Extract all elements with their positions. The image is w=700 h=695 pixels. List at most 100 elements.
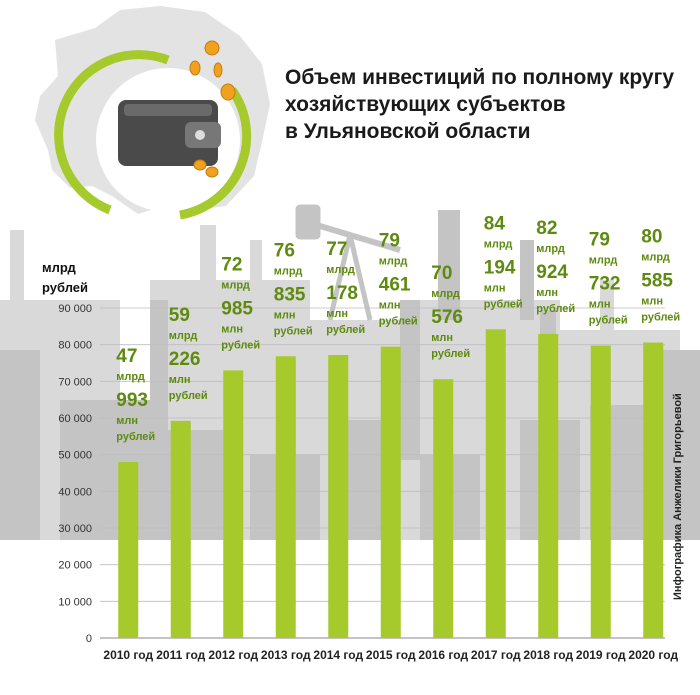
- data-label-millions: 985: [221, 298, 253, 319]
- data-label-billions: 84: [484, 213, 506, 234]
- bar: [223, 370, 244, 638]
- y-tick-label: 50 000: [58, 450, 92, 462]
- chart-title: Объем инвестиций по полному кругу хозяйс…: [285, 64, 685, 145]
- x-tick-label: 2017 год: [471, 648, 521, 662]
- data-label-rubles-unit: рублей: [274, 325, 313, 337]
- title-line-1: Объем инвестиций по полному кругу: [285, 66, 675, 89]
- data-label-millions: 924: [536, 262, 568, 283]
- bar: [433, 379, 454, 638]
- data-label-billions: 76: [274, 240, 295, 261]
- data-label-millions-unit: млн: [221, 323, 243, 335]
- data-label-billions-unit: млрд: [484, 238, 513, 250]
- y-tick-label: 30 000: [58, 523, 92, 535]
- x-tick-label: 2013 год: [261, 648, 311, 662]
- data-label-millions: 226: [169, 349, 201, 370]
- data-label-millions: 585: [641, 271, 673, 292]
- y-tick-label: 40 000: [58, 486, 92, 498]
- bar-series: [118, 329, 664, 638]
- bar: [485, 329, 506, 638]
- y-tick-label: 70 000: [58, 376, 92, 388]
- title-line-3: в Ульяновской области: [285, 120, 531, 143]
- data-label-billions: 72: [221, 254, 242, 275]
- data-label-billions-unit: млрд: [431, 288, 460, 300]
- data-label-millions-unit: млн: [326, 308, 348, 320]
- data-label-millions: 194: [484, 257, 516, 278]
- wallet-graphic: [54, 40, 252, 220]
- data-label-millions-unit: млн: [641, 296, 663, 308]
- data-label-billions-unit: млрд: [274, 265, 303, 277]
- x-tick-label: 2010 год: [103, 648, 153, 662]
- y-tick-label: 80 000: [58, 340, 92, 352]
- data-label-rubles-unit: рублей: [484, 298, 523, 310]
- data-label-billions-unit: млрд: [116, 371, 145, 383]
- data-label-rubles-unit: рублей: [589, 315, 628, 327]
- credit-text: Инфографика Анжелики Григорьевой: [672, 393, 684, 600]
- bar: [590, 345, 611, 638]
- y-tick-label: 10 000: [58, 596, 92, 608]
- data-label-rubles-unit: рублей: [641, 312, 680, 324]
- data-label-billions-unit: млрд: [589, 255, 618, 267]
- data-label-millions-unit: млн: [536, 287, 558, 299]
- bar: [275, 356, 296, 638]
- data-label-millions: 178: [326, 283, 358, 304]
- x-tick-label: 2019 год: [576, 648, 626, 662]
- y-tick-label: 20 000: [58, 560, 92, 572]
- bar: [380, 346, 401, 638]
- x-tick-label: 2020 год: [628, 648, 678, 662]
- data-label-billions-unit: млрд: [221, 279, 250, 291]
- data-label-millions-unit: млн: [274, 309, 296, 321]
- data-label-millions: 835: [274, 284, 306, 305]
- data-label-rubles-unit: рублей: [169, 390, 208, 402]
- data-label-millions: 732: [589, 274, 621, 295]
- bar: [170, 420, 191, 638]
- x-tick-label: 2011 год: [156, 648, 205, 662]
- data-label-billions: 77: [326, 239, 347, 260]
- data-label-rubles-unit: рублей: [221, 339, 260, 351]
- data-label-millions-unit: млн: [169, 374, 191, 386]
- x-tick-label: 2014 год: [313, 648, 363, 662]
- bar: [643, 342, 664, 638]
- data-label-rubles-unit: рублей: [431, 348, 470, 360]
- data-label-billions-unit: млрд: [169, 330, 198, 342]
- data-label-billions: 82: [536, 218, 557, 239]
- bar: [118, 462, 139, 638]
- bar: [328, 355, 349, 638]
- data-label-billions-unit: млрд: [641, 252, 670, 264]
- data-label-millions: 576: [431, 307, 463, 328]
- data-label-rubles-unit: рублей: [326, 324, 365, 336]
- x-tick-label: 2012 год: [208, 648, 258, 662]
- data-label-millions-unit: млн: [379, 300, 401, 312]
- data-label-rubles-unit: рублей: [116, 431, 155, 443]
- y-axis-label: млрд рублей: [42, 258, 88, 298]
- data-label-millions: 461: [379, 275, 411, 296]
- data-label-millions-unit: млн: [484, 282, 506, 294]
- data-label-millions: 993: [116, 390, 148, 411]
- data-label-billions: 47: [116, 346, 137, 367]
- data-label-rubles-unit: рублей: [379, 316, 418, 328]
- x-tick-label: 2016 год: [418, 648, 468, 662]
- data-label-rubles-unit: рублей: [536, 303, 575, 315]
- title-line-2: хозяйствующих субъектов: [285, 93, 566, 116]
- y-tick-label: 0: [86, 633, 92, 645]
- data-label-billions-unit: млрд: [536, 243, 565, 255]
- y-axis-label-line-1: млрд: [42, 260, 76, 275]
- bar: [538, 333, 559, 638]
- x-tick-label: 2015 год: [366, 648, 416, 662]
- data-label-millions-unit: млн: [431, 332, 453, 344]
- data-label-billions: 59: [169, 305, 190, 326]
- y-tick-label: 60 000: [58, 413, 92, 425]
- data-label-billions-unit: млрд: [379, 256, 408, 268]
- data-label-millions-unit: млн: [589, 299, 611, 311]
- data-label-millions-unit: млн: [116, 415, 138, 427]
- data-label-billions: 70: [431, 263, 452, 284]
- x-tick-labels: 2010 год 2011 год 2012 год 2013 год 2014 год…: [103, 648, 678, 662]
- y-tick-labels: 0 10 000 20 000 30 000 40 000 50 000 60 000 70 …: [58, 303, 92, 645]
- data-labels: 47 млрд 993 млн рублей 59 млрд 226 млн рублей 72 мл…: [116, 213, 680, 443]
- y-tick-label: 90 000: [58, 303, 92, 315]
- x-tick-label: 2018 год: [523, 648, 573, 662]
- data-label-billions-unit: млрд: [326, 264, 355, 276]
- data-label-billions: 79: [379, 231, 400, 252]
- y-axis-label-line-2: рублей: [42, 280, 89, 295]
- data-label-billions: 79: [589, 230, 610, 251]
